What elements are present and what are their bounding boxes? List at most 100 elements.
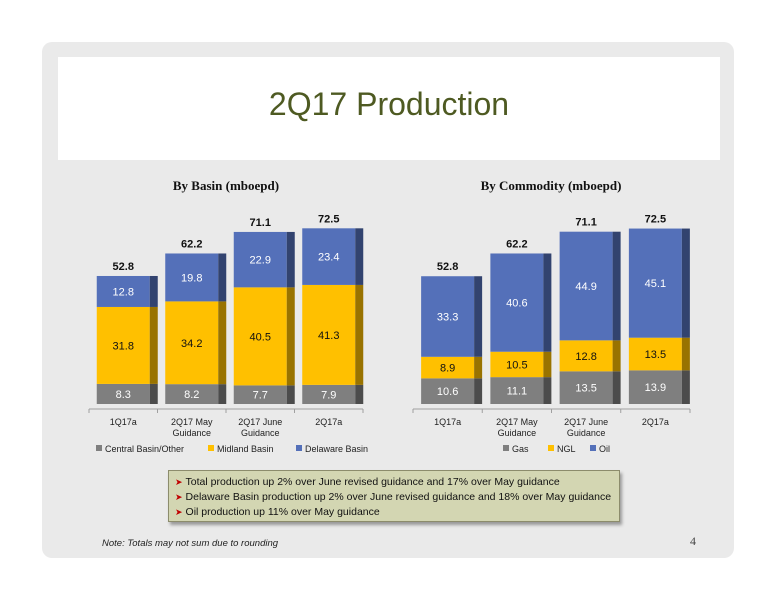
- data-label: 10.6: [437, 386, 458, 398]
- bar-segment-side: [612, 340, 621, 372]
- total-label: 52.8: [113, 261, 134, 273]
- bar-segment-side: [681, 337, 690, 371]
- bar-segment-side: [286, 231, 295, 288]
- bar-segment: [490, 377, 544, 404]
- data-label: 8.2: [184, 389, 199, 401]
- category-label: 1Q17a: [110, 417, 137, 427]
- data-label: 7.7: [253, 390, 268, 402]
- bar-segment: [421, 356, 475, 379]
- legend-swatch: [548, 445, 554, 451]
- arrow-icon: ➤: [175, 477, 183, 487]
- legend-label: Central Basin/Other: [105, 444, 184, 454]
- total-label: 71.1: [575, 217, 596, 229]
- legend-label: Delaware Basin: [305, 444, 368, 454]
- data-label: 13.5: [645, 349, 666, 361]
- legend-swatch: [96, 445, 102, 451]
- bar-segment-side: [286, 385, 295, 404]
- slide-title: 2Q17 Production: [268, 86, 510, 122]
- category-label: Guidance: [498, 428, 537, 438]
- category-label: Guidance: [567, 428, 606, 438]
- bar-segment: [559, 231, 613, 341]
- bar-segment: [490, 253, 544, 352]
- data-label: 10.5: [506, 359, 527, 371]
- data-label: 8.3: [116, 389, 131, 401]
- bar-segment-side: [612, 371, 621, 404]
- legend-swatch: [208, 445, 214, 451]
- bar-segment-side: [218, 253, 227, 302]
- callout-item: ➤ Total production up 2% over June revise…: [175, 475, 619, 490]
- bar-segment-side: [149, 275, 158, 307]
- legend-label: Midland Basin: [217, 444, 274, 454]
- bar-segment-side: [474, 378, 483, 404]
- bar-segment: [233, 385, 287, 404]
- title-box: [58, 57, 720, 160]
- bar-segment: [302, 228, 356, 285]
- bar-segment-side: [355, 284, 364, 385]
- data-label: 13.9: [645, 382, 666, 394]
- data-label: 23.4: [318, 252, 339, 264]
- bar-segment: [165, 384, 219, 404]
- bar-segment: [96, 275, 150, 307]
- data-label: 11.1: [507, 386, 528, 398]
- bar-segment: [628, 370, 682, 404]
- data-label: 12.8: [113, 286, 134, 298]
- data-label: 41.3: [318, 330, 339, 342]
- total-label: 72.5: [318, 213, 339, 225]
- bar-segment-side: [218, 384, 227, 404]
- total-label: 62.2: [181, 238, 202, 250]
- bar-segment: [302, 384, 356, 404]
- data-label: 33.3: [437, 312, 458, 324]
- callout-text: Total production up 2% over June revised…: [185, 476, 560, 488]
- bar-segment: [490, 351, 544, 378]
- bar-segment-side: [612, 231, 621, 341]
- callout-item: ➤ Oil production up 11% over May guidance: [175, 505, 619, 520]
- bar-segment-side: [355, 384, 364, 404]
- data-label: 44.9: [575, 281, 596, 293]
- callout-text: Delaware Basin production up 2% over Jun…: [185, 491, 612, 503]
- bar-segment: [302, 284, 356, 385]
- category-label: Guidance: [172, 428, 211, 438]
- category-label: 2Q17 June: [238, 417, 282, 427]
- data-label: 13.5: [575, 383, 596, 395]
- category-label: 2Q17a: [315, 417, 342, 427]
- callout-item: ➤ Delaware Basin production up 2% over Ju…: [175, 490, 619, 505]
- bar-segment: [559, 371, 613, 404]
- data-label: 40.5: [250, 331, 271, 343]
- bar-segment: [233, 231, 287, 288]
- legend-label: Oil: [599, 444, 610, 454]
- bar-segment-side: [543, 253, 552, 352]
- bar-segment: [628, 337, 682, 371]
- bar-segment: [96, 383, 150, 404]
- total-label: 62.2: [506, 238, 527, 250]
- total-label: 72.5: [645, 214, 666, 226]
- bar-segment: [559, 340, 613, 372]
- bar-segment: [96, 306, 150, 384]
- bar-segment: [421, 276, 475, 357]
- category-label: 2Q17 June: [564, 417, 608, 427]
- bar-segment-side: [543, 377, 552, 404]
- category-label: 2Q17 May: [171, 417, 213, 427]
- legend-swatch: [296, 445, 302, 451]
- total-label: 71.1: [250, 217, 271, 229]
- bar-segment-side: [474, 356, 483, 379]
- data-label: 12.8: [575, 351, 596, 363]
- legend-swatch: [590, 445, 596, 451]
- category-label: 2Q17 May: [496, 417, 538, 427]
- data-label: 7.9: [321, 389, 336, 401]
- bar-segment-side: [474, 276, 483, 357]
- bar-segment-side: [681, 370, 690, 404]
- bar-segment-side: [218, 301, 227, 385]
- bar-segment-side: [149, 306, 158, 384]
- category-label: 2Q17a: [642, 417, 669, 427]
- chart-title: By Basin (mboepd): [173, 178, 279, 193]
- category-label: Guidance: [241, 428, 280, 438]
- data-label: 45.1: [645, 278, 666, 290]
- arrow-icon: ➤: [175, 492, 183, 502]
- legend-swatch: [503, 445, 509, 451]
- category-label: 1Q17a: [434, 417, 461, 427]
- bar-segment-side: [543, 351, 552, 378]
- data-label: 31.8: [113, 340, 134, 352]
- bar-segment: [233, 287, 287, 386]
- bar-segment-side: [355, 228, 364, 285]
